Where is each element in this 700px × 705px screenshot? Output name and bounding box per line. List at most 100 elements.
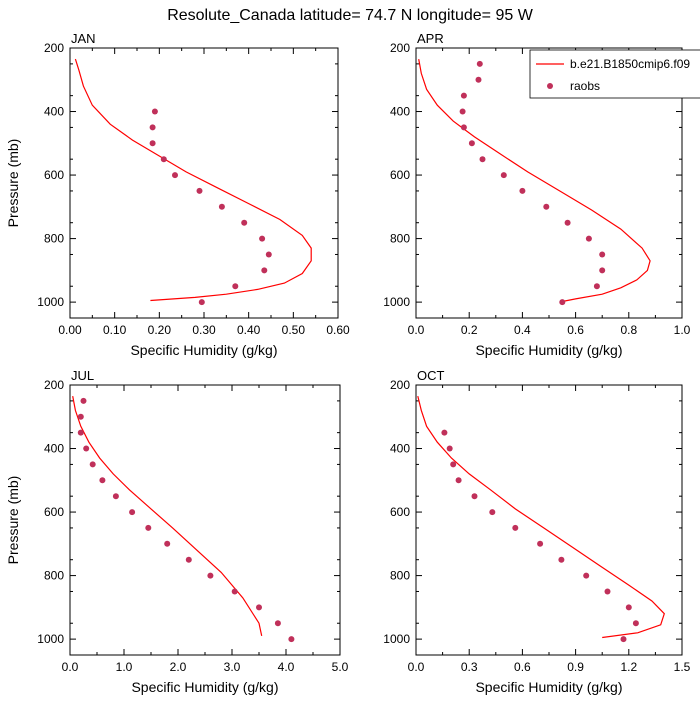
- raobs-point: [446, 445, 453, 452]
- y-tick-label: 600: [390, 168, 410, 182]
- y-tick-label: 200: [390, 41, 410, 55]
- x-tick-label: 0.4: [514, 323, 531, 337]
- model-profile-line: [418, 58, 651, 303]
- x-tick-label: 1.2: [620, 660, 637, 674]
- x-tick-label: 0.50: [282, 323, 306, 337]
- raobs-point: [129, 509, 136, 516]
- raobs-point: [207, 572, 214, 579]
- y-tick-label: 200: [44, 41, 64, 55]
- raobs-point: [112, 493, 119, 500]
- raobs-point: [471, 493, 478, 500]
- y-tick-label: 200: [44, 378, 64, 392]
- x-tick-label: 5.0: [332, 660, 349, 674]
- raobs-point: [274, 620, 281, 627]
- raobs-point: [460, 124, 467, 131]
- raobs-point: [232, 283, 239, 290]
- y-axis-title: Pressure (mb): [5, 139, 21, 228]
- panel-label: OCT: [417, 368, 445, 383]
- x-tick-label: 0.0: [408, 323, 425, 337]
- x-tick-label: 0.10: [103, 323, 127, 337]
- raobs-point: [259, 235, 266, 242]
- x-tick-label: 1.0: [116, 660, 133, 674]
- raobs-point: [593, 283, 600, 290]
- y-tick-label: 400: [390, 442, 410, 456]
- raobs-point: [145, 524, 152, 531]
- raobs-point: [218, 203, 225, 210]
- raobs-point: [558, 556, 565, 563]
- legend: b.e21.B1850cmip6.f09 raobs: [529, 49, 700, 99]
- y-tick-label: 1000: [383, 632, 410, 646]
- raobs-point: [83, 445, 90, 452]
- x-tick-label: 0.6: [567, 323, 584, 337]
- raobs-point: [89, 461, 96, 468]
- y-tick-label: 800: [390, 232, 410, 246]
- raobs-point: [149, 140, 156, 147]
- raobs-point: [198, 299, 205, 306]
- raobs-point: [441, 429, 448, 436]
- panel-label: JUL: [71, 368, 94, 383]
- y-tick-label: 200: [390, 378, 410, 392]
- legend-marker-swatch: [547, 83, 553, 89]
- raobs-point: [599, 251, 606, 258]
- x-tick-label: 0.20: [148, 323, 172, 337]
- raobs-point: [632, 620, 639, 627]
- raobs-point: [172, 172, 178, 179]
- x-tick-label: 0.3: [461, 660, 478, 674]
- y-tick-label: 400: [44, 442, 64, 456]
- raobs-point: [537, 540, 544, 547]
- x-tick-label: 4.0: [278, 660, 295, 674]
- x-tick-label: 3.0: [224, 660, 241, 674]
- x-tick-label: 0.0: [408, 660, 425, 674]
- raobs-point: [459, 108, 466, 115]
- raobs-point: [149, 124, 156, 131]
- panel-label: APR: [417, 31, 444, 46]
- x-tick-label: 0.40: [237, 323, 261, 337]
- legend-entry-label: b.e21.B1850cmip6.f09: [570, 57, 690, 71]
- raobs-point: [288, 636, 295, 643]
- raobs-point: [468, 140, 475, 147]
- raobs-point: [583, 572, 590, 579]
- raobs-point: [185, 556, 192, 563]
- raobs-point: [620, 636, 627, 643]
- panel-oct: OCT 200 400 600 800 1000 0.0 0.3 0.6 0.9 1.2 1.5 Spe…: [383, 368, 690, 695]
- x-tick-label: 1.5: [674, 660, 691, 674]
- plot-frame: [69, 384, 341, 656]
- raobs-point: [164, 540, 171, 547]
- raobs-point: [241, 219, 248, 226]
- raobs-point: [476, 60, 483, 67]
- plot-frame: [69, 47, 339, 319]
- raobs-point: [475, 76, 482, 83]
- model-profile-line: [417, 395, 665, 639]
- x-axis-title: Specific Humidity (g/kg): [475, 679, 622, 695]
- legend-entry-label: raobs: [570, 79, 600, 93]
- model-profile-line: [74, 58, 312, 302]
- panel-label: JAN: [71, 31, 96, 46]
- y-tick-label: 400: [44, 105, 64, 119]
- y-tick-label: 1000: [383, 295, 410, 309]
- x-tick-label: 1.0: [674, 323, 691, 337]
- raobs-point: [99, 477, 106, 484]
- raobs-point: [604, 588, 611, 595]
- raobs-point: [460, 92, 467, 99]
- y-tick-label: 400: [390, 105, 410, 119]
- plot-frame: [415, 384, 683, 656]
- raobs-point: [625, 604, 632, 611]
- legend-box: [529, 49, 700, 99]
- chart-title: Resolute_Canada latitude= 74.7 N longitu…: [167, 7, 533, 24]
- raobs-point: [479, 156, 486, 163]
- y-tick-label: 1000: [37, 632, 64, 646]
- x-axis-title: Specific Humidity (g/kg): [130, 342, 277, 358]
- raobs-point: [489, 509, 496, 516]
- raobs-point: [455, 477, 462, 484]
- raobs-point: [196, 187, 203, 194]
- raobs-point: [80, 397, 87, 404]
- y-tick-label: 600: [44, 168, 64, 182]
- y-tick-label: 600: [44, 505, 64, 519]
- x-tick-label: 0.0: [62, 660, 79, 674]
- x-tick-label: 0.8: [620, 323, 637, 337]
- y-tick-label: 800: [44, 232, 64, 246]
- x-tick-label: 0.00: [58, 323, 82, 337]
- y-tick-label: 1000: [37, 295, 64, 309]
- raobs-point: [77, 413, 84, 420]
